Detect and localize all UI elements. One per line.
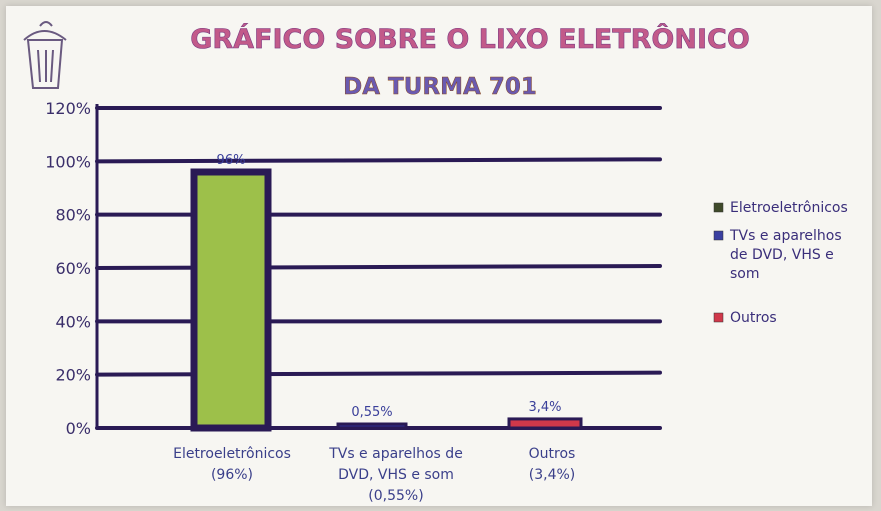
x-tick-label: (0,55%) <box>368 488 423 504</box>
gridline <box>95 264 662 270</box>
legend-label: Outros <box>730 310 777 326</box>
legend-label-line: de DVD, VHS e <box>730 247 834 263</box>
gridline <box>95 370 662 377</box>
x-tick-label: DVD, VHS e som <box>338 467 454 483</box>
legend-swatch <box>713 230 724 241</box>
paper-sheet <box>6 6 872 506</box>
gridlines <box>95 106 662 430</box>
data-label: 96% <box>217 153 246 168</box>
data-label: 0,55% <box>351 405 392 420</box>
x-tick-label: Outros <box>529 446 576 462</box>
y-axis: 0% 20% 40% 60% 80% 100% 120% <box>45 99 99 438</box>
legend-label: Eletroeletrônicos <box>730 200 848 216</box>
legend-label-line: som <box>730 266 760 282</box>
legend: Eletroeletrônicos TVs e aparelhos de DVD, … <box>713 200 848 326</box>
y-tick-label: 40% <box>55 312 91 331</box>
x-tick-label: Eletroeletrônicos <box>173 446 291 462</box>
bar <box>190 168 272 432</box>
x-axis-labels: Eletroeletrônicos (96%) TVs e aparelhos de… <box>173 446 575 504</box>
chart-title: GRÁFICO SOBRE O LIXO ELETRÔNICO <box>190 23 750 55</box>
gridline <box>95 157 662 164</box>
y-tick-label: 120% <box>45 99 91 118</box>
bar <box>507 417 583 430</box>
legend-swatch <box>713 202 724 213</box>
x-tick-label: (3,4%) <box>529 467 576 483</box>
y-tick-label: 20% <box>55 366 91 385</box>
y-tick-label: 100% <box>45 152 91 171</box>
legend-label-line: Outros <box>730 310 777 326</box>
trash-can-icon <box>23 21 67 89</box>
legend-label-line: Eletroeletrônicos <box>730 200 848 216</box>
y-tick-label: 80% <box>55 206 91 225</box>
y-tick-label: 0% <box>66 419 91 438</box>
data-label: 3,4% <box>528 400 561 415</box>
chart-subtitle: DA TURMA 701 <box>343 74 537 100</box>
x-tick-label: TVs e aparelhos de <box>328 446 463 462</box>
legend-label: TVs e aparelhos de DVD, VHS e som <box>729 228 842 282</box>
legend-swatch <box>713 312 724 323</box>
bar <box>336 422 408 430</box>
y-tick-label: 60% <box>55 259 91 278</box>
x-tick-label: (96%) <box>211 467 253 483</box>
legend-label-line: TVs e aparelhos <box>729 228 842 244</box>
bars: 96% 0,55% 3,4% <box>190 153 583 432</box>
